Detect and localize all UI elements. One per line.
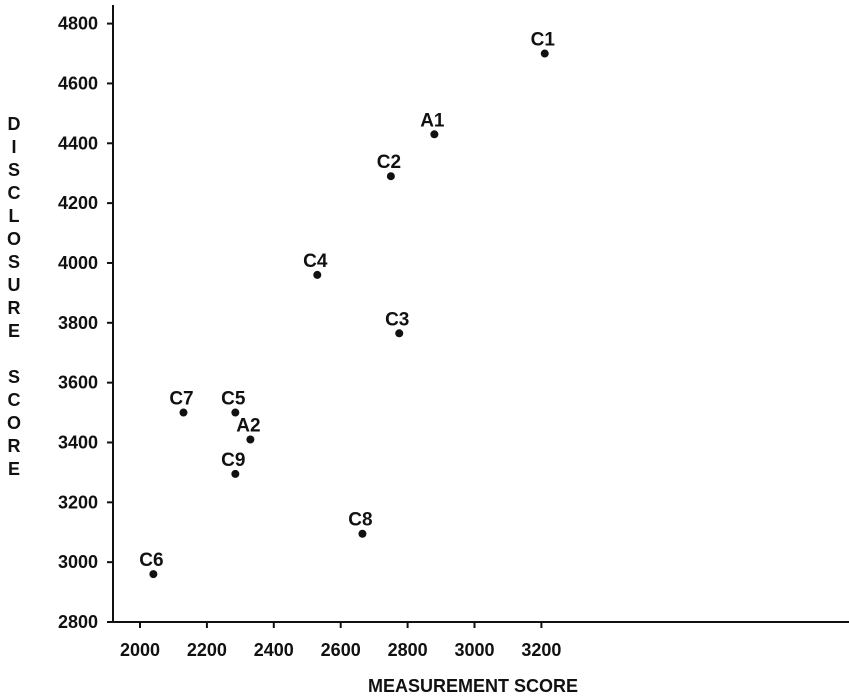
y-axis-label-char: R	[8, 298, 21, 318]
x-tick-label: 2000	[120, 640, 160, 660]
x-axis-ticks: 2000 2200 2400 2600 2800 3000 3200	[120, 622, 561, 660]
data-point-label: C9	[221, 450, 245, 471]
data-point-label: A1	[420, 110, 445, 131]
data-point-label: C5	[221, 389, 246, 410]
data-point-label: C3	[385, 309, 409, 330]
y-tick-label: 3200	[58, 492, 98, 512]
y-tick-label: 4600	[58, 73, 98, 93]
x-axis-label: MEASUREMENT SCORE	[368, 676, 578, 696]
y-tick-label: 3400	[58, 432, 98, 452]
y-axis-label-char: O	[7, 413, 21, 433]
x-tick-label: 3200	[521, 640, 561, 660]
y-axis-label-char: C	[8, 183, 21, 203]
data-point-label: C2	[377, 152, 401, 173]
y-axis-ticks: 2800 3000 3200 3400 3600 3800 4000 4200 4400 4600…	[58, 14, 113, 632]
y-axis-label-char: I	[11, 137, 16, 157]
y-tick-label: 3600	[58, 373, 98, 393]
y-tick-label: 4200	[58, 193, 98, 213]
x-tick-label: 2200	[187, 640, 227, 660]
y-axis-label-char: L	[9, 206, 20, 226]
x-tick-label: 2800	[388, 640, 428, 660]
data-point-label: C6	[139, 550, 163, 571]
y-axis-label-char: S	[8, 367, 20, 387]
axes	[112, 5, 849, 623]
data-point	[149, 570, 158, 579]
y-tick-label: 4000	[58, 253, 98, 273]
data-point	[231, 408, 240, 417]
data-point	[540, 49, 549, 58]
data-point	[179, 408, 188, 417]
y-axis-label-char: S	[8, 160, 20, 180]
x-tick-label: 2600	[321, 640, 361, 660]
y-axis-label-char: U	[8, 275, 21, 295]
y-axis-label-char: E	[8, 321, 20, 341]
y-tick-label: 3000	[58, 552, 98, 572]
data-point-label: C1	[531, 30, 556, 51]
data-point	[231, 469, 240, 478]
y-axis-label-char: R	[8, 436, 21, 456]
data-point	[386, 172, 395, 181]
y-tick-label: 4400	[58, 133, 98, 153]
data-point	[395, 329, 404, 338]
y-tick-label: 3800	[58, 313, 98, 333]
data-point	[246, 435, 255, 444]
data-point	[313, 270, 322, 279]
y-axis-label-char: S	[8, 252, 20, 272]
y-tick-label: 2800	[58, 612, 98, 632]
data-points: C1 A1 C2 C4 C3 C7 C5 A2 C9 C8 C6	[139, 30, 555, 579]
data-point	[430, 130, 439, 139]
y-axis-label-char: D	[8, 114, 21, 134]
x-tick-label: 2400	[254, 640, 294, 660]
data-point-label: A2	[236, 415, 260, 436]
data-point-label: C8	[348, 510, 372, 531]
data-point-label: C7	[169, 389, 193, 410]
data-point-label: C4	[303, 251, 328, 272]
y-axis-label-char: C	[8, 390, 21, 410]
data-point	[358, 529, 367, 538]
y-tick-label: 4800	[58, 14, 98, 34]
y-axis-label-char: E	[8, 459, 20, 479]
y-axis-label-char: O	[7, 229, 21, 249]
x-tick-label: 3000	[454, 640, 494, 660]
